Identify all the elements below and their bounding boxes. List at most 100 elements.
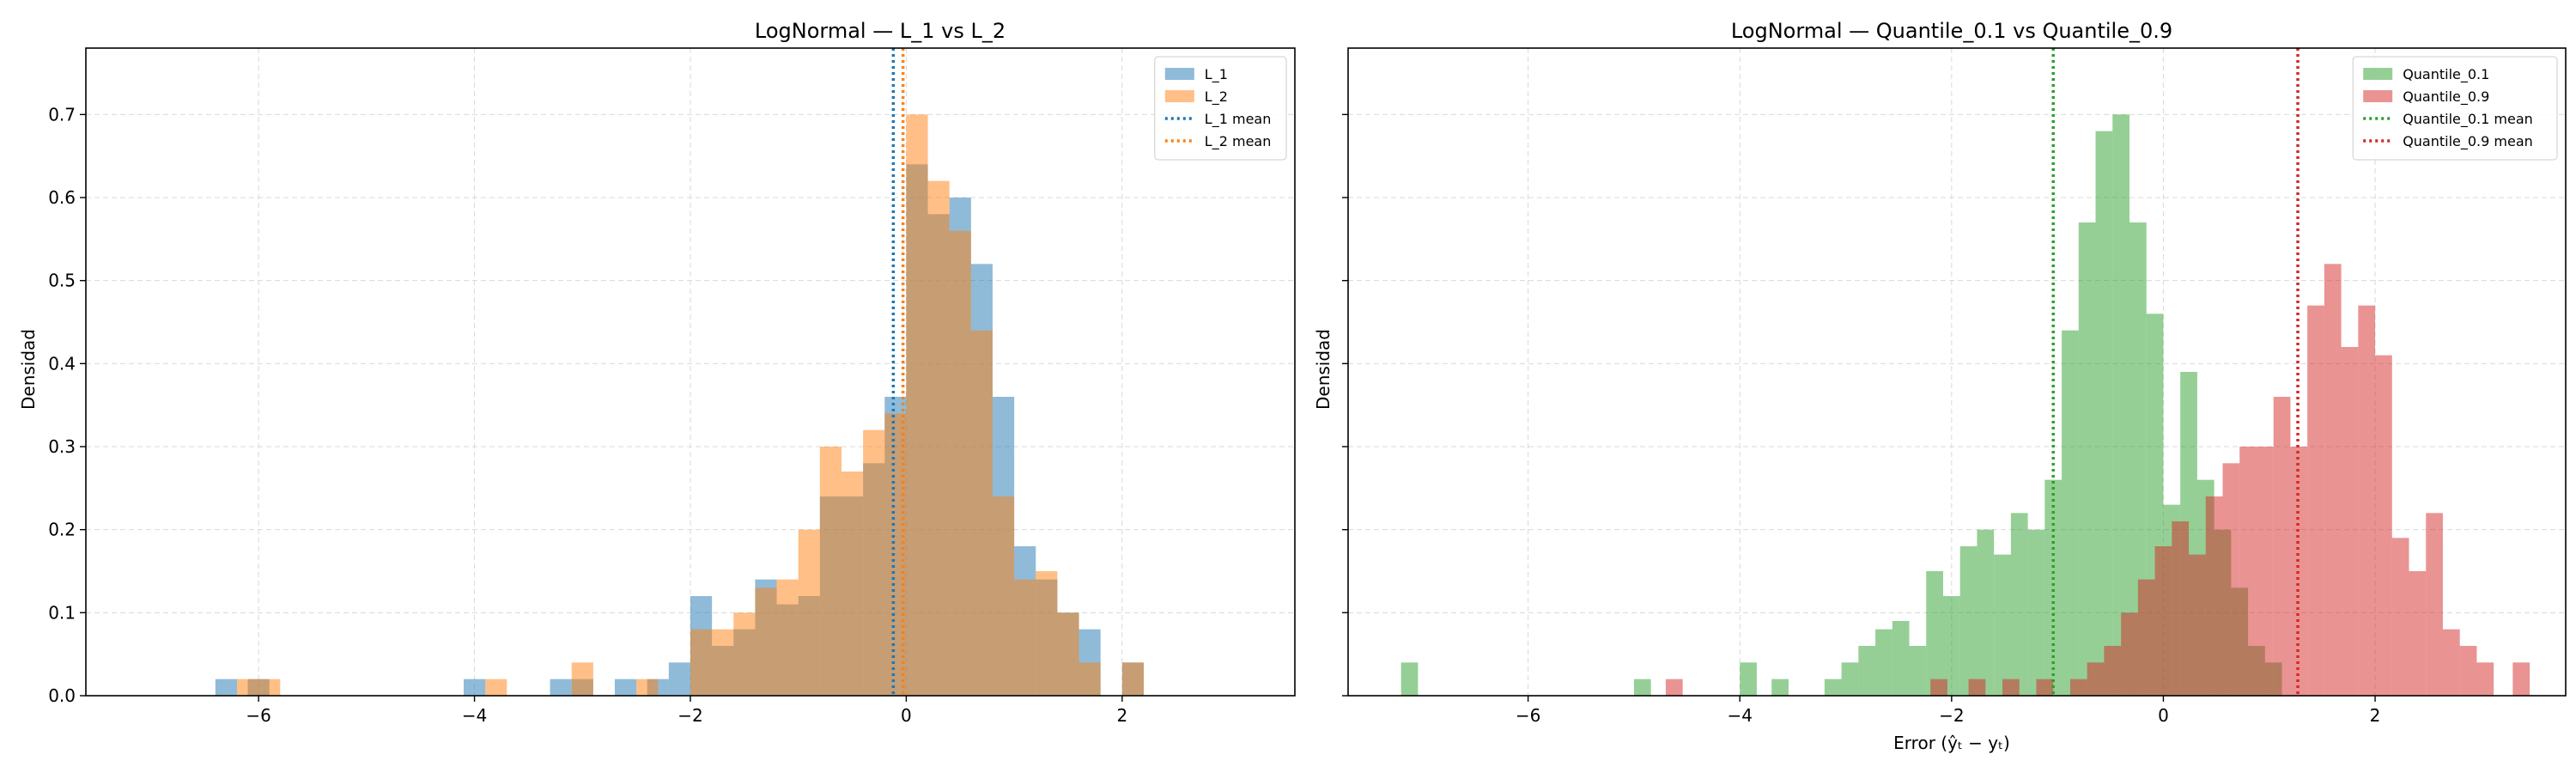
histogram-bar bbox=[819, 447, 841, 696]
histogram-bar bbox=[1841, 662, 1859, 696]
histogram-bar bbox=[2027, 529, 2045, 696]
histogram-bar bbox=[2062, 330, 2079, 696]
legend-swatch bbox=[1164, 68, 1194, 80]
histogram-bar bbox=[970, 330, 993, 696]
histogram-bar bbox=[2044, 479, 2063, 696]
legend-box bbox=[2352, 56, 2558, 161]
histogram-bar bbox=[2137, 579, 2155, 696]
series-quantile-0-1 bbox=[1400, 114, 2282, 697]
histogram-bar bbox=[1875, 629, 1893, 696]
histogram-bar bbox=[2409, 571, 2427, 696]
legend-label: Quantile_0.1 mean bbox=[2403, 111, 2533, 128]
plot-area: −6 −4 −2 0 20.00.10.20.30.40.50.60.7L_1L_2L_… bbox=[48, 47, 1296, 726]
legend-item-l-2: L_2 bbox=[1164, 88, 1228, 106]
histogram-bar bbox=[733, 612, 756, 696]
histogram-bar bbox=[668, 662, 690, 696]
legend: L_1 L_2 L_1 mean L_2 mean bbox=[1154, 56, 1287, 161]
histogram-bar bbox=[258, 679, 281, 696]
legend-label: L_2 bbox=[1205, 88, 1228, 106]
legend-label: L_1 bbox=[1205, 66, 1228, 83]
histogram-bar bbox=[2010, 513, 2028, 696]
y-tick-label: 0.5 bbox=[48, 271, 76, 291]
histogram-bar bbox=[1930, 679, 1947, 696]
histogram-bar bbox=[798, 529, 820, 696]
legend-label: Quantile_0.1 bbox=[2403, 66, 2489, 83]
histogram-bar bbox=[2172, 521, 2190, 696]
histogram-bar bbox=[1977, 529, 1995, 696]
histogram-bar bbox=[636, 679, 659, 696]
histogram-bar bbox=[615, 679, 637, 696]
y-axis-label: Densidad bbox=[1313, 329, 1334, 410]
histogram-bar bbox=[571, 662, 593, 696]
histogram-bar bbox=[2002, 679, 2020, 696]
x-tick-label: 2 bbox=[2370, 705, 2381, 726]
histogram-bar bbox=[1633, 679, 1651, 696]
histogram-bar bbox=[1036, 571, 1058, 696]
x-tick-label: −2 bbox=[1939, 705, 1964, 726]
histogram-bar bbox=[1740, 662, 1757, 696]
y-axis-label: Densidad bbox=[18, 329, 39, 410]
legend-swatch bbox=[2363, 68, 2393, 80]
histogram-bar bbox=[1994, 554, 2011, 696]
y-tick-label: 0.6 bbox=[48, 187, 76, 208]
histogram-bar bbox=[1909, 646, 1927, 696]
panel-quantile-comparison: LogNormal — Quantile_0.1 vs Quantile_0.9… bbox=[1313, 19, 2567, 753]
legend-item-quantile-0-9: Quantile_0.9 bbox=[2363, 88, 2489, 106]
histogram-bar bbox=[1824, 679, 1842, 696]
axes-frame bbox=[1347, 47, 2567, 697]
histogram-bar bbox=[1959, 546, 1978, 696]
legend-label: L_2 mean bbox=[1205, 133, 1272, 150]
histogram-bar bbox=[2069, 679, 2087, 696]
histogram-bar bbox=[485, 679, 507, 696]
histogram-bar bbox=[1665, 679, 1683, 696]
histogram-bar bbox=[2087, 662, 2105, 696]
x-tick-label: −6 bbox=[246, 705, 270, 726]
histogram-bar bbox=[1858, 646, 1876, 696]
x-tick-label: −6 bbox=[1516, 705, 1540, 726]
plot-area: −6 −4 −2 0 2Quantile_0.1Quantile_0.9Quantile… bbox=[1342, 47, 2567, 726]
y-tick-label: 0.1 bbox=[48, 602, 76, 623]
histogram-bar bbox=[1771, 679, 1789, 696]
chart-title: LogNormal — L_1 vs L_2 bbox=[755, 19, 1005, 43]
histogram-bar bbox=[1968, 679, 1986, 696]
x-tick-label: 2 bbox=[1116, 705, 1127, 726]
series-l-2 bbox=[237, 114, 1144, 697]
x-tick-label: 0 bbox=[901, 705, 912, 726]
histogram-bar bbox=[755, 587, 777, 696]
histogram-bar bbox=[2273, 397, 2291, 696]
histogram-bar bbox=[949, 230, 971, 697]
series-quantile-0-9 bbox=[1665, 264, 2530, 696]
histogram-bar bbox=[690, 629, 713, 696]
legend-item-quantile-0-9-mean: Quantile_0.9 mean bbox=[2363, 133, 2533, 150]
histogram-bar bbox=[2121, 612, 2138, 696]
histogram-bar bbox=[215, 679, 237, 696]
histogram-bar bbox=[2375, 355, 2392, 696]
histogram-bar bbox=[1926, 571, 1943, 696]
histogram-bar bbox=[993, 496, 1015, 696]
chart-title: LogNormal — Quantile_0.1 vs Quantile_0.9 bbox=[1731, 19, 2172, 43]
x-tick-label: −2 bbox=[677, 705, 702, 726]
histogram-bar bbox=[712, 629, 734, 696]
histogram-bar bbox=[1078, 662, 1101, 696]
legend-item-l-2-mean: L_2 mean bbox=[1164, 133, 1272, 150]
panel-l1-vs-l2: LogNormal — L_1 vs L_2 Densidad −6 −4 −2 0 2… bbox=[18, 19, 1296, 726]
legend-label: Quantile_0.9 mean bbox=[2403, 133, 2533, 150]
y-tick-label: 0.2 bbox=[48, 520, 76, 540]
histogram-bar bbox=[2205, 496, 2223, 696]
x-tick-label: −4 bbox=[1727, 705, 1752, 726]
histogram-bar bbox=[1121, 662, 1144, 696]
histogram-bar bbox=[2358, 305, 2376, 696]
legend-item-l-1: L_1 bbox=[1164, 66, 1228, 83]
x-axis-label: Error (ŷₜ − yₜ) bbox=[1893, 733, 2010, 753]
histogram-bar bbox=[2129, 222, 2147, 696]
histogram-bar bbox=[2154, 546, 2172, 696]
legend-swatch bbox=[1164, 90, 1194, 102]
histogram-bar bbox=[2426, 513, 2443, 696]
legend-item-quantile-0-1: Quantile_0.1 bbox=[2363, 66, 2489, 83]
histogram-bar bbox=[2078, 222, 2096, 696]
legend-item-l-1-mean: L_1 mean bbox=[1164, 111, 1271, 128]
y-tick-label: 0.4 bbox=[48, 353, 76, 374]
histogram-bar bbox=[1014, 579, 1036, 696]
histogram-bar bbox=[2189, 554, 2206, 696]
